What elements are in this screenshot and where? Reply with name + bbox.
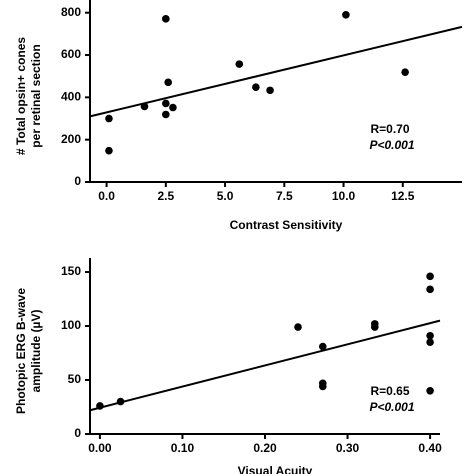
point <box>235 60 244 68</box>
x-tick-label: 2.5 <box>157 189 174 203</box>
x-axis-label: Contrast Sensitivity <box>230 218 343 232</box>
y-tick-label: 150 <box>61 264 81 278</box>
point <box>162 15 170 23</box>
point <box>426 272 434 281</box>
point <box>294 323 302 331</box>
y-axis-label: # Total opsin+ cones <box>14 37 28 155</box>
y-tick-label: 50 <box>68 372 82 386</box>
point <box>426 285 434 294</box>
regression-line <box>89 25 463 118</box>
point <box>426 387 434 395</box>
point <box>426 331 434 340</box>
point <box>105 146 113 155</box>
point <box>318 382 327 391</box>
x-tick-label: 5.0 <box>217 189 234 203</box>
x-tick-label: 0.30 <box>336 441 360 455</box>
annotation: R=0.70 <box>370 122 409 136</box>
x-tick-label: 0.00 <box>88 441 112 455</box>
y-axis-label: amplitude (µV) <box>29 310 43 393</box>
point <box>140 102 149 111</box>
point <box>169 103 177 112</box>
point <box>401 68 409 76</box>
y-tick-label: 200 <box>61 132 81 146</box>
x-tick-label: 12.5 <box>391 189 415 203</box>
x-tick-label: 0.20 <box>253 441 277 455</box>
annotation: R=0.65 <box>370 384 409 398</box>
point <box>370 323 379 331</box>
annotation: P<0.001 <box>369 138 414 152</box>
point <box>164 78 172 87</box>
x-tick-label: 0.0 <box>98 189 115 203</box>
point <box>266 86 274 95</box>
x-tick-label: 10.0 <box>332 189 356 203</box>
x-axis-label: Visual Acuity <box>238 464 313 474</box>
x-tick-label: 0.10 <box>171 441 195 455</box>
y-tick-label: 400 <box>61 90 81 104</box>
y-axis-label: per retinal section <box>29 44 43 147</box>
point <box>162 99 170 108</box>
y-tick-label: 0 <box>74 426 81 440</box>
y-axis-label: Photopic ERG B-wave <box>14 288 28 414</box>
x-tick-label: 7.5 <box>276 189 293 203</box>
point <box>342 11 350 19</box>
regression-line <box>89 319 441 412</box>
y-tick-label: 800 <box>61 5 81 19</box>
point <box>426 338 434 347</box>
point <box>116 397 125 406</box>
y-tick-label: 600 <box>61 47 81 61</box>
y-tick-label: 0 <box>74 174 81 188</box>
point <box>105 114 113 123</box>
y-tick-label: 100 <box>61 318 81 332</box>
point <box>162 110 170 119</box>
point <box>318 342 327 351</box>
annotation: P<0.001 <box>369 400 414 414</box>
x-tick-label: 0.40 <box>418 441 442 455</box>
point <box>252 83 260 91</box>
point <box>96 402 104 410</box>
